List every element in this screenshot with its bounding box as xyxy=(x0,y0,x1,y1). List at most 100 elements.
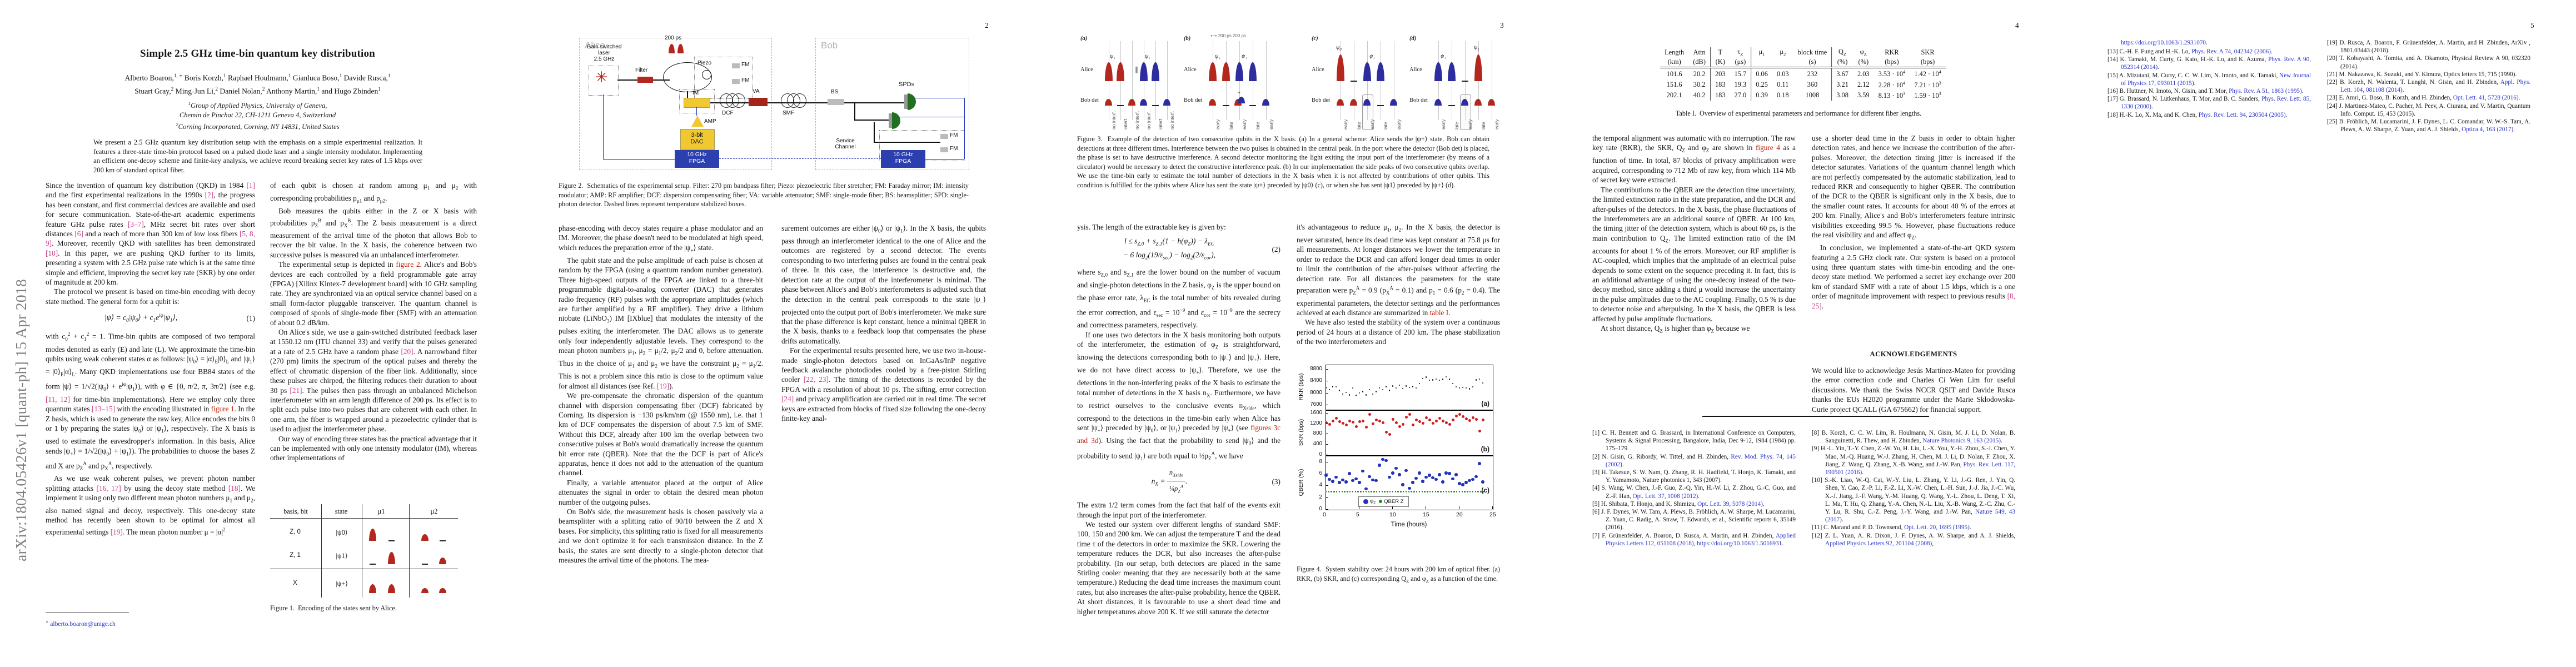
reference-link[interactable]: Phys. Rev. Lett. 94, 230504 (2005) xyxy=(2198,111,2286,118)
data-dot xyxy=(1408,386,1411,389)
reference-item: [15] A. Mizutani, M. Curty, C. C. W. Lim… xyxy=(2107,72,2311,87)
paragraph: phase-encoding with decoy states require… xyxy=(559,224,763,253)
footnote-email-link[interactable]: alberto.boaron@unige.ch xyxy=(50,620,116,628)
data-dot xyxy=(1371,422,1374,426)
fig3-panel-letter: (b) xyxy=(1184,36,1191,42)
data-dot xyxy=(1324,474,1328,477)
reference-link[interactable]: Opt. Lett. 37, 1008 (2012) xyxy=(1632,492,1698,500)
reference-item: [16] B. Huttner, N. Imoto, N. Gisin, and… xyxy=(2107,88,2304,95)
reference-link[interactable]: Nature 549, 43 (2017) xyxy=(1825,509,2015,524)
data-dot xyxy=(1368,491,1370,492)
data-dot xyxy=(1458,491,1461,492)
fig3-panel: (d) Alice Bob det ψ+ ψ1 early late early late ear… xyxy=(1409,32,1502,130)
component-box xyxy=(940,134,948,139)
reference-item: [1] C. H. Bennett and G. Brassard, in In… xyxy=(1592,430,1796,452)
reference-link[interactable]: Opt. Lett. 41, 5728 (2016) xyxy=(2453,94,2519,102)
data-dot xyxy=(1349,491,1351,492)
table-header-cell: (bps) xyxy=(1874,57,1910,69)
reference-item: [22] B. Korzh, N. Walenta, T. Lunghi, N.… xyxy=(2327,79,2530,94)
amplifier-icon xyxy=(691,116,704,127)
data-dot xyxy=(1384,459,1388,462)
data-dot xyxy=(1368,412,1371,416)
data-dot xyxy=(1458,482,1461,485)
paragraph: We tested our system over different leng… xyxy=(1077,520,1280,616)
reference-12-doi-link[interactable]: https://doi.org/10.1063/1.2931070 xyxy=(2121,39,2206,46)
table-cell: 19.3 xyxy=(1730,79,1752,90)
fig4-x-axis-label: Time (hours) xyxy=(1391,521,1427,528)
figure-label: Alice xyxy=(585,40,605,51)
reference-link[interactable]: Nature Photonics 9, 163 (2015) xyxy=(1922,437,2001,445)
data-dot xyxy=(1392,385,1394,387)
data-dot xyxy=(1427,491,1428,492)
table-row: 151.6 30.2 183 19.3 0.25 0.11 360 3.21 2.12 2.28 … xyxy=(1660,79,1946,90)
table-cell: 0.03 xyxy=(1776,69,1789,78)
component-box xyxy=(680,129,715,150)
reference-item: [2] N. Gisin, G. Ribordy, W. Tittel, and… xyxy=(1592,453,1796,468)
reference-link[interactable]: Applied Physics Letters 92, 201104 (2008… xyxy=(1825,540,1932,547)
data-dot xyxy=(1418,420,1421,424)
data-dot xyxy=(1388,432,1391,436)
data-dot xyxy=(1408,413,1411,416)
pulse-icon xyxy=(421,588,428,593)
reference-link[interactable]: Phys. Rev. A 90, 052314 (2014) xyxy=(2121,56,2311,71)
figure-label: Gain switched laser 2.5 GHz xyxy=(586,44,622,63)
data-dot xyxy=(1394,491,1397,492)
table-cell: 40.2 xyxy=(1688,89,1711,101)
data-dot xyxy=(1376,491,1378,492)
paragraph: where sZ,0 and sZ,1 are the lower bound … xyxy=(1077,267,1281,330)
data-dot xyxy=(1357,491,1359,492)
table-cell: 3.53 · 104 xyxy=(1878,69,1906,78)
fiber-line xyxy=(687,91,688,102)
fig4-y-tick: 6 xyxy=(1319,470,1322,476)
reference-link[interactable]: Appl. Phys. Lett. 104, 081108 (2014) xyxy=(2340,79,2530,94)
fig3-bobdet-label: Bob det xyxy=(1184,97,1202,103)
pulse-icon xyxy=(1461,99,1468,106)
reference-link[interactable]: Phys. Rev. Lett. 117, 190501 (2016) xyxy=(1825,461,2015,476)
fiber-line xyxy=(854,120,889,121)
reference-link[interactable]: Applied Physics Letters 112, 051108 (201… xyxy=(1606,532,1796,547)
reference-link[interactable]: Opt. Lett. 39, 5078 (2014) xyxy=(1697,500,1763,507)
fig4-x-tick: 10 xyxy=(1389,511,1396,518)
data-dot xyxy=(1480,491,1482,492)
data-dot xyxy=(1461,491,1463,492)
figure-label: AMP xyxy=(704,118,716,125)
reference-link[interactable]: Rev. Mod. Phys. 74, 145 (2002) xyxy=(1606,453,1796,468)
data-dot xyxy=(1378,420,1381,423)
paragraph: The contributions to the QBER are the de… xyxy=(1592,185,1796,323)
reference-link[interactable]: New Journal of Physics 17, 093011 (2015) xyxy=(2121,72,2311,87)
pulse-icon xyxy=(1238,97,1245,103)
references-p4-left: [1] C. H. Bennett and G. Brassard, in In… xyxy=(1592,429,1796,547)
table-header-cell: Attn xyxy=(1688,47,1711,58)
fig3-bobdet-label: Bob det xyxy=(1312,97,1330,103)
equation-line: l ≤ sZ,0 + sZ,1(1 − h(φZ)) − λEC xyxy=(1124,237,1214,247)
data-dot xyxy=(1378,387,1381,389)
figure-label: DCF xyxy=(722,110,734,116)
data-dot xyxy=(1458,413,1461,416)
fig3-bobdet-label: Bob det xyxy=(1080,97,1099,103)
table-cell: 30.2 xyxy=(1688,79,1711,90)
reference-link[interactable]: Phys. Rev. Lett. 85, 1330 (2000) xyxy=(2121,96,2311,111)
data-dot xyxy=(1478,430,1481,433)
data-dot xyxy=(1414,476,1418,480)
paragraph: In conclusion, we implemented a state-of… xyxy=(1812,243,2015,310)
reference-link[interactable]: Phys. Rev. A 51, 1863 (1995) xyxy=(2229,88,2302,95)
data-dot xyxy=(1345,391,1347,394)
fig4-y-tick: 8000 xyxy=(1310,389,1322,396)
table-cell: 3.08 xyxy=(1836,91,1848,99)
fig4-y-tick: 8 xyxy=(1319,458,1322,465)
data-dot xyxy=(1328,491,1330,492)
data-dot xyxy=(1445,491,1447,492)
fiber-line xyxy=(653,79,670,81)
data-dot xyxy=(1421,491,1423,492)
data-dot xyxy=(1421,422,1424,425)
reference-link[interactable]: Phys. Rev. A 74, 042342 (2006) xyxy=(2191,48,2271,55)
data-dot xyxy=(1341,421,1344,425)
figure-label: IM xyxy=(692,90,699,96)
reference-link[interactable]: Optica 4, 163 (2017) xyxy=(2462,126,2514,133)
pulse-icon xyxy=(1390,99,1397,106)
reference-link[interactable]: Opt. Lett. 20, 1695 (1995) xyxy=(1904,524,1970,531)
table-cell: 0.11 xyxy=(1777,80,1789,88)
figure-label: 200 ps xyxy=(665,35,682,41)
data-dot xyxy=(1438,380,1441,381)
